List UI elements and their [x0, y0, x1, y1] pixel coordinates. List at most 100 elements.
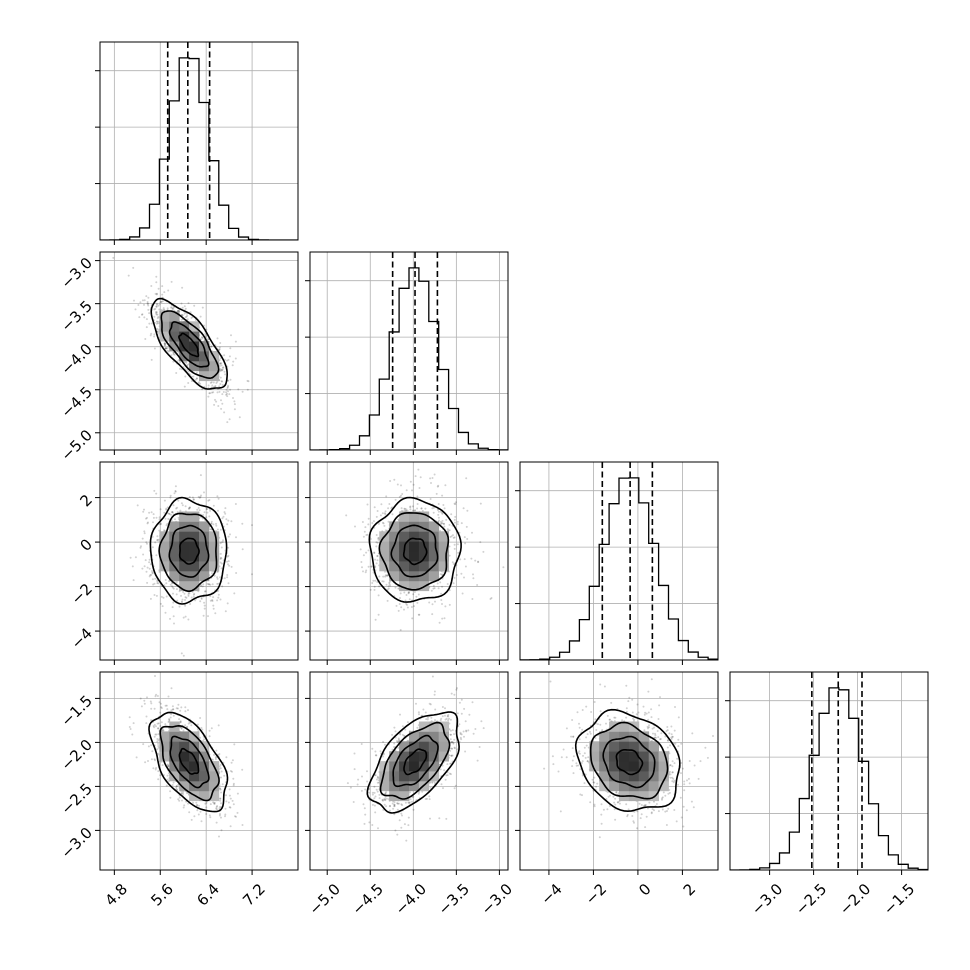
sample-point — [452, 742, 455, 745]
sample-point — [210, 345, 213, 348]
sample-point — [187, 618, 190, 621]
sample-point — [188, 592, 191, 595]
sample-point — [183, 385, 186, 388]
sample-point — [416, 507, 419, 510]
sample-point — [192, 375, 195, 378]
sample-point — [184, 596, 187, 599]
sample-point — [155, 322, 158, 325]
contour-0 — [178, 747, 200, 775]
sample-point — [154, 759, 156, 762]
density-cell — [438, 561, 449, 572]
sample-point — [216, 805, 219, 807]
sample-point — [220, 399, 222, 402]
sample-point — [227, 560, 230, 563]
sample-point — [463, 558, 466, 561]
sample-point — [429, 781, 432, 784]
sample-point — [384, 792, 387, 795]
sample-point — [141, 313, 144, 316]
sample-point — [220, 829, 223, 832]
sample-point — [167, 289, 170, 292]
sample-point — [209, 599, 212, 602]
sample-point — [145, 570, 148, 573]
sample-point — [157, 752, 160, 755]
sample-point — [365, 534, 368, 536]
sample-point — [137, 304, 140, 306]
density-cell — [199, 790, 210, 802]
contour-2 — [160, 310, 220, 380]
sample-point — [155, 725, 157, 728]
sample-point — [145, 318, 148, 321]
sample-point — [448, 772, 451, 775]
sample-point — [172, 307, 175, 310]
density-cell — [389, 570, 400, 582]
sample-point — [209, 381, 212, 384]
sample-point — [432, 506, 435, 509]
sample-point — [232, 782, 235, 785]
sample-point — [157, 770, 160, 773]
sample-point — [190, 818, 193, 821]
sample-point — [219, 369, 222, 372]
sample-point — [415, 595, 418, 598]
sample-point — [441, 706, 444, 708]
sample-point — [472, 732, 475, 735]
tick-label-y: −3.0 — [58, 824, 96, 862]
sample-point — [221, 541, 224, 543]
sample-point — [210, 522, 213, 525]
sample-point — [185, 361, 188, 364]
sample-point — [172, 592, 174, 595]
sample-point — [220, 802, 222, 805]
sample-point — [166, 778, 169, 781]
sample-point — [406, 509, 409, 512]
sample-point — [171, 511, 173, 513]
sample-point — [148, 558, 151, 561]
density-cell — [399, 580, 410, 592]
sample-point — [175, 785, 178, 788]
sample-point — [155, 516, 158, 519]
sample-point — [155, 311, 158, 314]
sample-point — [185, 596, 188, 599]
sample-point — [179, 367, 181, 370]
sample-point — [229, 388, 232, 391]
sample-point — [209, 583, 212, 586]
sample-point — [158, 303, 161, 306]
sample-point — [129, 556, 132, 559]
sample-point — [411, 617, 414, 620]
sample-point — [432, 587, 435, 590]
density-cell — [418, 561, 430, 572]
sample-point — [220, 776, 222, 779]
sample-point — [184, 316, 187, 319]
density-cell — [438, 541, 449, 552]
sample-point — [173, 492, 176, 495]
sample-point — [371, 582, 374, 584]
sample-point — [225, 388, 228, 391]
sample-point — [204, 590, 207, 593]
sample-point — [221, 783, 224, 786]
sample-point — [204, 335, 207, 337]
sample-point — [198, 381, 201, 384]
sample-point — [219, 357, 222, 360]
sample-point — [163, 511, 166, 514]
density-cell — [159, 321, 170, 332]
sample-point — [362, 570, 364, 573]
sample-point — [433, 473, 436, 476]
sample-point — [198, 509, 201, 512]
sample-point — [460, 522, 463, 525]
sample-point — [470, 557, 473, 560]
sample-point — [366, 780, 369, 783]
sample-point — [433, 690, 436, 693]
sample-point — [143, 532, 146, 535]
sample-point — [441, 573, 444, 576]
sample-point — [200, 336, 203, 339]
sample-point — [150, 744, 153, 747]
sample-point — [241, 522, 244, 525]
sample-point — [197, 495, 200, 498]
sample-point — [211, 391, 213, 394]
sample-point — [223, 577, 226, 580]
sample-point — [431, 781, 434, 784]
sample-point — [171, 708, 174, 711]
sample-point — [152, 725, 155, 727]
sample-point — [418, 613, 421, 616]
contour-0 — [178, 537, 200, 565]
sample-point — [141, 299, 144, 302]
sample-point — [405, 509, 408, 512]
